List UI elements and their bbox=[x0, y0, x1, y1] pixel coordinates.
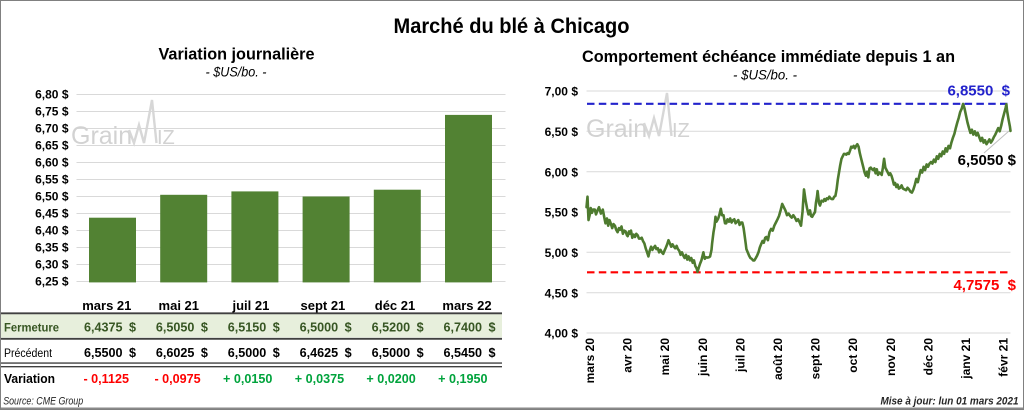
svg-text:$: $ bbox=[201, 346, 208, 360]
svg-text:mars 22: mars 22 bbox=[442, 298, 491, 313]
svg-text:- 0,1125: - 0,1125 bbox=[83, 372, 129, 386]
svg-text:Grain: Grain bbox=[71, 122, 132, 150]
svg-text:6,5200: 6,5200 bbox=[372, 320, 411, 334]
svg-text:4,7575 $: 4,7575 $ bbox=[953, 277, 1016, 294]
svg-text:IZ: IZ bbox=[672, 120, 690, 142]
svg-text:juil 21: juil 21 bbox=[231, 298, 269, 313]
svg-text:5,00 $: 5,00 $ bbox=[545, 246, 579, 260]
svg-text:6,5000: 6,5000 bbox=[372, 346, 411, 360]
svg-text:janv 21: janv 21 bbox=[959, 338, 973, 380]
svg-text:$: $ bbox=[273, 346, 280, 360]
svg-text:6,75 $: 6,75 $ bbox=[35, 104, 69, 118]
svg-text:+ 0,0200: + 0,0200 bbox=[366, 372, 415, 386]
svg-text:Marché du blé à Chicago: Marché du blé à Chicago bbox=[394, 15, 630, 38]
svg-text:juin 20: juin 20 bbox=[696, 338, 710, 377]
svg-text:- $US/bo. -: - $US/bo. - bbox=[733, 68, 797, 83]
svg-text:+ 0,0150: + 0,0150 bbox=[223, 372, 272, 386]
svg-text:6,55 $: 6,55 $ bbox=[35, 172, 69, 186]
svg-text:IZ: IZ bbox=[157, 127, 175, 149]
svg-text:Fermeture: Fermeture bbox=[4, 320, 59, 334]
svg-text:déc 21: déc 21 bbox=[375, 298, 415, 313]
svg-text:6,7400: 6,7400 bbox=[443, 320, 482, 334]
svg-text:7,00 $: 7,00 $ bbox=[545, 85, 579, 99]
svg-text:mars 20: mars 20 bbox=[583, 338, 597, 384]
svg-text:- 0,0975: - 0,0975 bbox=[154, 372, 200, 386]
svg-text:$: $ bbox=[273, 320, 280, 334]
svg-text:6,80 $: 6,80 $ bbox=[35, 87, 69, 101]
svg-text:$: $ bbox=[129, 320, 136, 334]
svg-text:sept 20: sept 20 bbox=[809, 338, 823, 380]
svg-text:juil 20: juil 20 bbox=[733, 338, 747, 373]
svg-text:sept 21: sept 21 bbox=[300, 298, 345, 313]
svg-text:+ 0,0375: + 0,0375 bbox=[295, 372, 344, 386]
svg-text:6,5000: 6,5000 bbox=[300, 320, 339, 334]
svg-text:Variation: Variation bbox=[4, 372, 55, 386]
svg-text:avr 20: avr 20 bbox=[621, 338, 635, 373]
svg-text:6,35 $: 6,35 $ bbox=[35, 240, 69, 254]
svg-text:6,5150: 6,5150 bbox=[228, 320, 267, 334]
svg-text:6,25 $: 6,25 $ bbox=[35, 274, 69, 288]
svg-text:6,50 $: 6,50 $ bbox=[35, 189, 69, 203]
svg-text:Variation journalière: Variation journalière bbox=[159, 44, 315, 63]
svg-text:6,4625: 6,4625 bbox=[300, 346, 339, 360]
svg-text:4,50 $: 4,50 $ bbox=[545, 286, 579, 300]
svg-text:mai 21: mai 21 bbox=[159, 298, 199, 313]
svg-text:mai 20: mai 20 bbox=[658, 338, 672, 376]
svg-text:mars 21: mars 21 bbox=[82, 298, 131, 313]
svg-text:$: $ bbox=[345, 320, 352, 334]
svg-text:$: $ bbox=[201, 320, 208, 334]
svg-text:6,5450: 6,5450 bbox=[443, 346, 482, 360]
svg-text:5,50 $: 5,50 $ bbox=[545, 206, 579, 220]
svg-text:Source: CME Group: Source: CME Group bbox=[3, 396, 83, 408]
svg-text:Grain: Grain bbox=[586, 115, 647, 143]
svg-text:déc 20: déc 20 bbox=[921, 338, 935, 376]
svg-text:- $US/bo. -: - $US/bo. - bbox=[206, 65, 267, 80]
svg-text:6,5050: 6,5050 bbox=[156, 320, 195, 334]
svg-text:$: $ bbox=[129, 346, 136, 360]
svg-text:févr 21: févr 21 bbox=[997, 338, 1011, 377]
svg-text:6,60 $: 6,60 $ bbox=[35, 155, 69, 169]
svg-text:6,50 $: 6,50 $ bbox=[545, 125, 579, 139]
svg-text:Comportement échéance immédiat: Comportement échéance immédiate depuis 1… bbox=[582, 47, 955, 66]
svg-text:$: $ bbox=[488, 346, 495, 360]
svg-text:$: $ bbox=[488, 320, 495, 334]
svg-text:6,40 $: 6,40 $ bbox=[35, 223, 69, 237]
svg-text:4,00 $: 4,00 $ bbox=[545, 327, 579, 341]
svg-text:$: $ bbox=[345, 346, 352, 360]
svg-text:$: $ bbox=[417, 346, 424, 360]
svg-text:6,4375: 6,4375 bbox=[84, 320, 123, 334]
svg-text:6,5050 $: 6,5050 $ bbox=[958, 152, 1017, 169]
svg-text:nov 20: nov 20 bbox=[884, 338, 898, 376]
svg-text:6,45 $: 6,45 $ bbox=[35, 206, 69, 220]
svg-text:6,70 $: 6,70 $ bbox=[35, 121, 69, 135]
svg-text:6,8550 $: 6,8550 $ bbox=[947, 83, 1010, 100]
svg-text:6,65 $: 6,65 $ bbox=[35, 138, 69, 152]
svg-text:6,5000: 6,5000 bbox=[228, 346, 267, 360]
svg-text:6,30 $: 6,30 $ bbox=[35, 257, 69, 271]
svg-text:6,00 $: 6,00 $ bbox=[545, 165, 579, 179]
svg-text:6,6025: 6,6025 bbox=[156, 346, 195, 360]
svg-text:6,5500: 6,5500 bbox=[84, 346, 123, 360]
svg-text:oct 20: oct 20 bbox=[846, 338, 860, 373]
svg-text:août 20: août 20 bbox=[771, 338, 785, 380]
svg-text:$: $ bbox=[417, 320, 424, 334]
svg-text:Précédent: Précédent bbox=[4, 346, 52, 360]
svg-text:+ 0,1950: + 0,1950 bbox=[438, 372, 487, 386]
svg-text:Mise à jour: lun 01 mars 2021: Mise à jour: lun 01 mars 2021 bbox=[881, 396, 1019, 408]
